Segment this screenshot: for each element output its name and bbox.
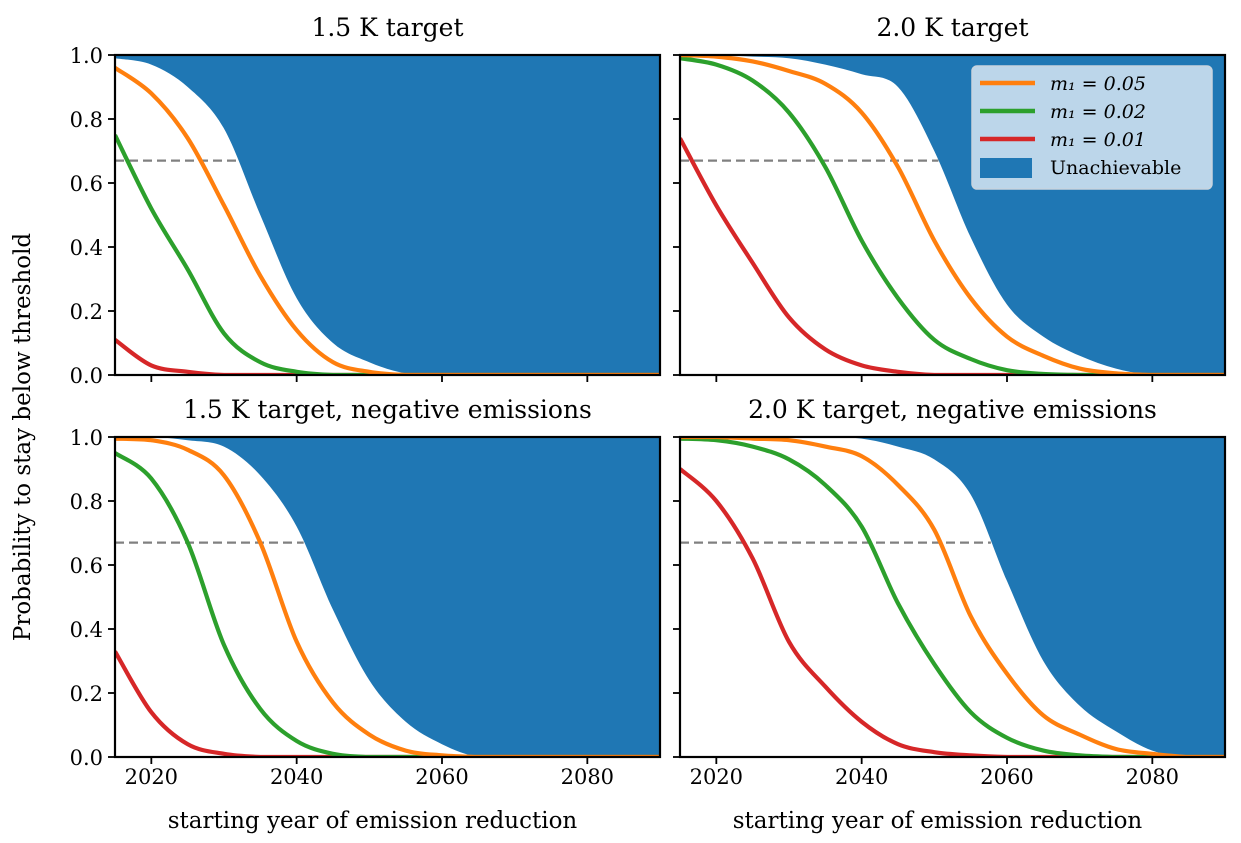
plot-area [115,55,660,375]
x-tick-label: 2040 [835,765,888,789]
y-tick-label: 0.2 [70,300,103,324]
y-tick-label: 0.6 [70,172,103,196]
axes-frame [678,435,1227,759]
x-tick-label: 2080 [1126,765,1179,789]
x-tick-label: 2020 [690,765,743,789]
series-line-m005 [680,437,1225,757]
unachievable-area [115,55,660,375]
legend-label: m₁ = 0.05 [1050,73,1146,95]
legend-item-m005: m₁ = 0.05 [980,73,1146,95]
y-tick-label: 1.0 [70,44,103,68]
panel-title: 1.5 K target [311,13,463,42]
y-tick-label: 0.8 [70,490,103,514]
panel-title: 1.5 K target, negative emissions [183,395,592,424]
x-axis-label: starting year of emission reduction [168,808,578,834]
y-tick-label: 0.8 [70,108,103,132]
legend-label: Unachievable [1050,157,1181,179]
x-axis-label: starting year of emission reduction [733,808,1143,834]
x-tick-label: 2020 [125,765,178,789]
axes-frame [113,53,662,377]
series-line-m002 [680,56,1225,375]
legend-item-unachievable: Unachievable [980,157,1181,179]
series-line-m001 [115,650,660,757]
y-tick-label: 0.4 [70,236,103,260]
y-tick-label: 0.6 [70,554,103,578]
x-tick-label: 2080 [561,765,614,789]
series-line-m005 [115,66,660,375]
panel-title: 2.0 K target, negative emissions [748,395,1157,424]
legend-label: m₁ = 0.01 [1050,129,1146,151]
y-tick-label: 0.2 [70,682,103,706]
series-line-m002 [115,134,660,375]
legend-item-m002: m₁ = 0.02 [980,101,1146,123]
legend: m₁ = 0.05 m₁ = 0.02 m₁ = 0.01 Unachievable [971,65,1213,190]
panel-title: 2.0 K target [876,13,1028,42]
series-line-m001 [680,467,1225,757]
axes-frame [113,435,662,759]
y-tick-label: 1.0 [70,426,103,450]
axes-frame [678,53,1227,377]
legend-label: m₁ = 0.02 [1050,101,1146,123]
plot-area [115,437,660,757]
y-tick-label: 0.4 [70,618,103,642]
unachievable-area [680,437,1225,757]
plot-area [680,437,1225,757]
x-tick-label: 2040 [270,765,323,789]
legend-item-m001: m₁ = 0.01 [980,129,1146,151]
y-tick-label: 0.0 [70,746,103,770]
x-tick-label: 2060 [415,765,468,789]
y-tick-label: 0.0 [70,364,103,388]
series-line-m002 [115,451,660,757]
series-line-m001 [680,137,1225,375]
y-axis-label: Probability to stay below threshold [10,233,36,642]
series-line-m005 [115,437,660,757]
panel-1: 1.5 K target 0.0 0.2 0.4 0.6 0.8 1.0 [70,13,662,388]
series-line-m001 [115,338,660,375]
unachievable-area [115,437,660,757]
series-line-m002 [680,437,1225,757]
legend-patch [980,158,1032,178]
x-tick-label: 2060 [980,765,1033,789]
panel-4: 2.0 K target, negative emissions 2020 2040… [673,395,1227,834]
panel-3: 1.5 K target, negative emissions 2020 2040… [70,395,662,834]
